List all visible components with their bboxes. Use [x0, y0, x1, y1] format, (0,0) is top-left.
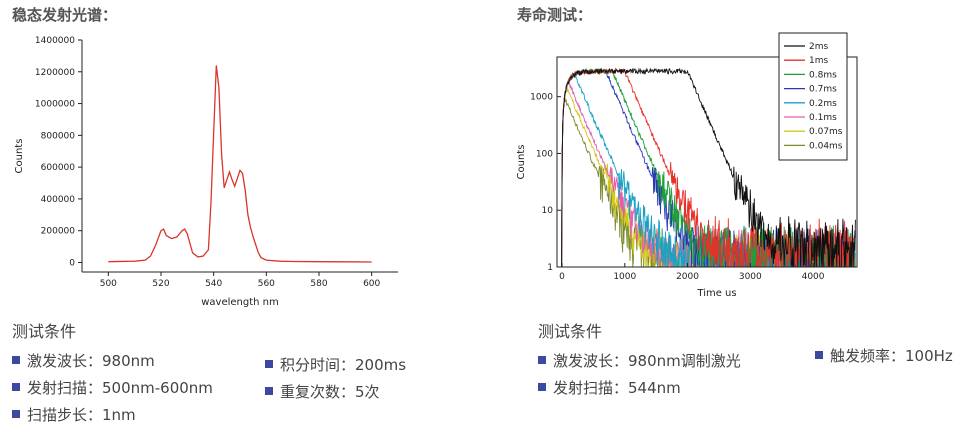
bullet-icon: [12, 382, 20, 391]
legend-entry: 0.8ms: [809, 70, 837, 80]
y-tick-label: 100: [536, 149, 553, 159]
emission-spectrum-chart: 0 200000 400000 600000 800000 1000000 1200000 1…: [14, 36, 398, 308]
y-tick-label: 0: [69, 258, 75, 268]
plot-frame: [556, 56, 858, 268]
emission-spectrum-heading: 稳态发射光谱：: [12, 6, 118, 24]
emission-condition-repeats: 重复次数：5次: [265, 381, 380, 402]
x-tick-label: 3000: [739, 272, 762, 282]
x-tick-label: 500: [100, 279, 117, 289]
legend-entry: 0.07ms: [809, 127, 843, 137]
lifetime-conditions-title: 测试条件: [538, 322, 603, 341]
x-tick-label: 2000: [676, 272, 699, 282]
lifetime-conditions: 测试条件 激发波长：980nm调制激光 发射扫描：544nm 触发频率：100H…: [538, 318, 963, 397]
lifetime-condition-excitation: 激发波长：980nm调制激光: [538, 350, 741, 371]
legend-entry: 0.2ms: [809, 99, 837, 109]
bullet-icon: [815, 350, 823, 359]
emission-spectrum-panel: 稳态发射光谱： 0 200000 400000 600000 800000 1000000…: [12, 6, 482, 424]
x-tick-label: 600: [363, 279, 380, 289]
emission-conditions-title: 测试条件: [12, 322, 77, 341]
legend-entry: 0.04ms: [809, 141, 843, 151]
x-tick-label: 540: [205, 279, 222, 289]
lifetime-condition-scan: 发射扫描：544nm: [538, 377, 681, 398]
bullet-icon: [265, 359, 273, 368]
y-tick-label: 1200000: [35, 68, 75, 78]
legend-entry: 1ms: [809, 56, 828, 66]
bullet-icon: [538, 355, 546, 364]
emission-condition-step: 扫描步长：1nm: [12, 404, 136, 425]
y-tick-label: 400000: [41, 195, 76, 205]
y-tick-label: 200000: [41, 227, 76, 237]
x-tick-label: 1000: [613, 272, 636, 282]
x-axis-label: wavelength nm: [201, 297, 279, 308]
y-tick-label: 1400000: [35, 36, 75, 46]
emission-condition-integration: 积分时间：200ms: [265, 354, 406, 375]
bullet-icon: [538, 382, 546, 391]
x-tick-label: 0: [559, 272, 565, 282]
y-axis-label: Counts: [14, 139, 25, 174]
legend-entry: 0.1ms: [809, 113, 837, 123]
lifetime-condition-trigger: 触发频率：100Hz: [815, 345, 953, 366]
bullet-icon: [12, 355, 20, 364]
emission-condition-scan: 发射扫描：500nm-600nm: [12, 377, 213, 398]
y-tick-label: 1000: [530, 93, 553, 103]
legend-entry: 2ms: [809, 42, 828, 52]
x-tick-label: 520: [152, 279, 169, 289]
y-tick-label: 1: [547, 263, 553, 273]
emission-conditions: 测试条件 激发波长：980nm 发射扫描：500nm-600nm 扫描步长：1n…: [12, 318, 482, 424]
emission-series-line: [108, 65, 372, 263]
y-tick-label: 1000000: [35, 100, 75, 110]
x-tick-label: 580: [310, 279, 327, 289]
y-tick-label: 10: [542, 206, 554, 216]
decay-series-2ms: [558, 67, 856, 267]
lifetime-heading: 寿命测试：: [517, 6, 593, 24]
y-axis-label: Counts: [516, 145, 527, 180]
emission-condition-excitation: 激发波长：980nm: [12, 350, 155, 371]
lifetime-chart: 1 10 100 1000 0 1000 2000 3000 4000 Time us Counts…: [516, 32, 858, 299]
y-tick-label: 800000: [41, 131, 76, 141]
bullet-icon: [12, 409, 20, 418]
legend-entry: 0.7ms: [809, 85, 837, 95]
x-tick-label: 560: [258, 279, 275, 289]
x-tick-label: 4000: [802, 272, 825, 282]
lifetime-panel: 寿命测试： 1 10 100 1000 0 1000 2000 3000 4000 Time us…: [500, 0, 967, 428]
bullet-icon: [265, 386, 273, 395]
y-tick-label: 600000: [41, 163, 76, 173]
x-axis-label: Time us: [696, 288, 736, 299]
legend-box: [778, 32, 848, 161]
